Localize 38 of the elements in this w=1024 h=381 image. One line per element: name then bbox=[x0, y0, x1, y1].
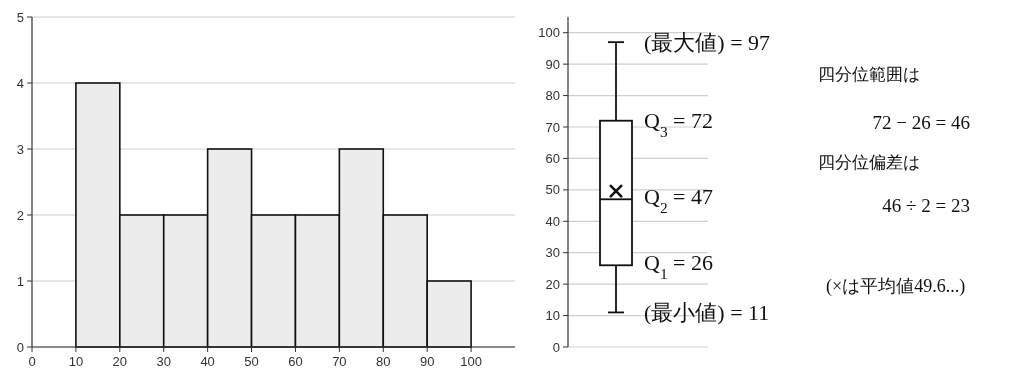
y-tick-label: 80 bbox=[545, 88, 560, 104]
y-tick-label: 10 bbox=[545, 308, 560, 324]
y-tick-label: 90 bbox=[545, 56, 560, 72]
y-tick-label: 1 bbox=[16, 273, 24, 289]
annotation: (最大値) = 97 bbox=[644, 30, 771, 55]
y-tick-label: 40 bbox=[545, 213, 560, 229]
x-tick-label: 20 bbox=[112, 354, 128, 369]
annotation: Q$_{2}$ = 47 bbox=[644, 184, 714, 216]
x-tick-label: 70 bbox=[332, 354, 347, 369]
y-tick-label: 30 bbox=[545, 245, 560, 261]
y-tick-label: 50 bbox=[545, 182, 560, 198]
annotation: Q$_{3}$ = 72 bbox=[644, 108, 714, 140]
x-tick-label: 40 bbox=[200, 354, 215, 369]
text: 46 ÷ 2 = 23 bbox=[882, 195, 970, 216]
text: (×は平均値49.6...) bbox=[826, 276, 966, 297]
x-tick-label: 60 bbox=[288, 354, 303, 369]
y-tick-label: 0 bbox=[16, 339, 24, 355]
annotation: (最小値) = 11 bbox=[644, 300, 770, 325]
x-tick-label: 100 bbox=[460, 354, 482, 369]
text: 72 − 26 = 46 bbox=[872, 112, 970, 133]
x-tick-label: 0 bbox=[28, 354, 36, 369]
x-tick-label: 80 bbox=[376, 354, 391, 369]
x-tick-label: 50 bbox=[244, 354, 259, 369]
annotation: Q$_{1}$ = 26 bbox=[644, 250, 714, 282]
y-tick-label: 2 bbox=[16, 207, 24, 223]
x-tick-label: 30 bbox=[156, 354, 171, 369]
y-tick-label: 60 bbox=[545, 150, 560, 166]
y-tick-label: 4 bbox=[16, 75, 24, 91]
text: 四分位偏差は bbox=[818, 153, 920, 172]
x-tick-label: 90 bbox=[419, 354, 435, 369]
x-tick-label: 10 bbox=[68, 354, 84, 369]
text: 四分位範囲は bbox=[818, 65, 920, 84]
y-tick-label: 70 bbox=[545, 119, 560, 135]
y-tick-label: 5 bbox=[16, 9, 24, 25]
y-tick-label: 0 bbox=[552, 339, 560, 355]
y-tick-label: 20 bbox=[545, 276, 560, 292]
y-tick-label: 100 bbox=[538, 25, 560, 41]
y-tick-label: 3 bbox=[16, 141, 24, 157]
